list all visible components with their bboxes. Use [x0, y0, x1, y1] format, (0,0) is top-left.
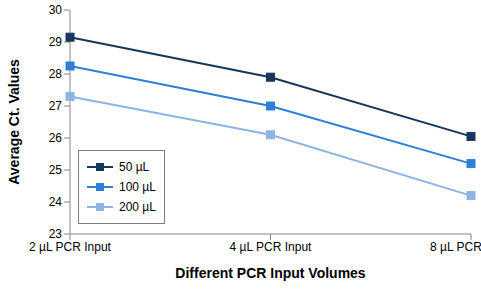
svg-text:2 µL PCR Input: 2 µL PCR Input [29, 240, 112, 254]
svg-text:23: 23 [49, 227, 63, 241]
svg-text:4 µL PCR Input: 4 µL PCR Input [230, 240, 313, 254]
svg-text:Average Ct. Values: Average Ct. Values [8, 59, 22, 185]
html-text:200 µL: 200 µL [119, 200, 156, 214]
svg-text:25: 25 [49, 163, 63, 177]
html-text:50 µL: 50 µL [119, 160, 150, 174]
svg-text:24: 24 [49, 195, 63, 209]
svg-text:26: 26 [49, 131, 63, 145]
svg-text:27: 27 [49, 99, 63, 113]
svg-text:Different PCR Input Volumes: Different PCR Input Volumes [175, 265, 366, 281]
svg-text:29: 29 [49, 35, 63, 49]
html-text:100 µL: 100 µL [119, 180, 156, 194]
svg-text:8 µL PCR Input: 8 µL PCR Input [430, 240, 473, 254]
svg-text:28: 28 [49, 67, 63, 81]
svg-text:30: 30 [49, 3, 63, 17]
